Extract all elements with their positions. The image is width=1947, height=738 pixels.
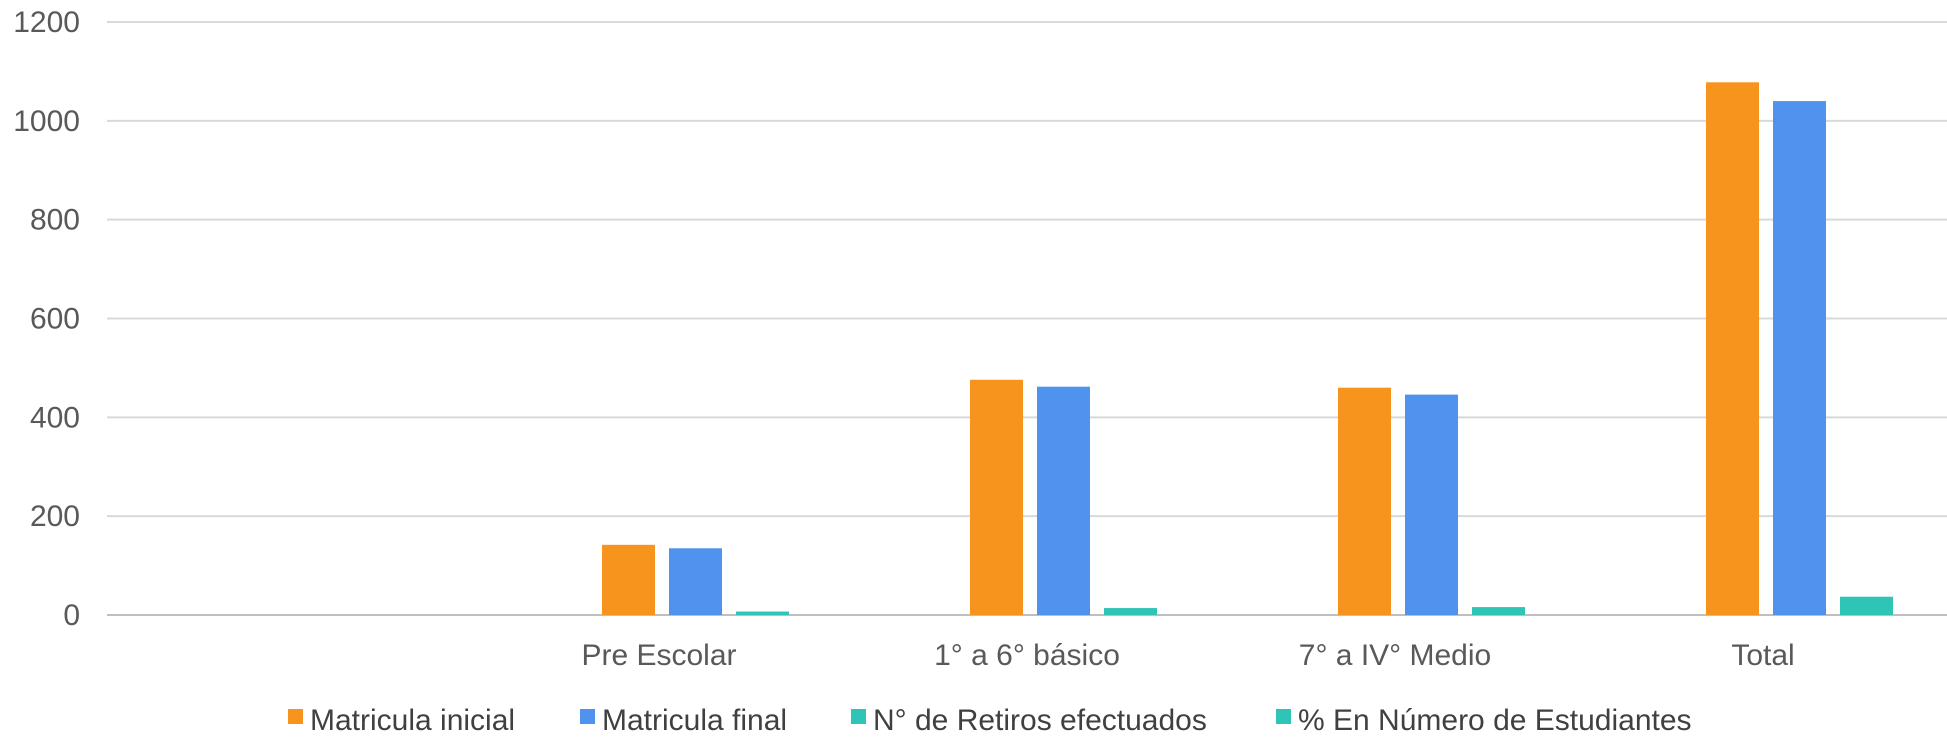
y-tick-label: 1200 xyxy=(13,6,80,39)
x-axis-category-labels: Pre Escolar 1° a 6° básico 7° a IV° Medio T… xyxy=(581,639,1794,672)
bar-n-de-retiros-efectuados xyxy=(736,611,789,615)
bar-matricula-inicial xyxy=(1706,82,1759,615)
y-tick-label: 400 xyxy=(30,401,80,434)
legend-swatch xyxy=(851,709,866,724)
bar-matricula-final xyxy=(1405,394,1458,615)
legend-label: Matricula final xyxy=(602,704,787,737)
bars xyxy=(602,82,1893,616)
bar-matricula-final xyxy=(669,548,722,615)
bar-n-de-retiros-efectuados xyxy=(1472,607,1525,615)
y-tick-label: 600 xyxy=(30,303,80,336)
bar-matricula-inicial xyxy=(970,379,1023,615)
bar-matricula-final xyxy=(1037,386,1090,615)
x-category-label: 7° a IV° Medio xyxy=(1299,639,1491,672)
y-tick-label: 200 xyxy=(30,500,80,533)
legend-label: % En Número de Estudiantes xyxy=(1298,704,1692,737)
x-category-label: Total xyxy=(1731,639,1794,672)
gridlines xyxy=(107,21,1947,616)
bar-matricula-final xyxy=(1773,101,1826,616)
legend-label: N° de Retiros efectuados xyxy=(873,704,1207,737)
legend-label: Matricula inicial xyxy=(310,704,515,737)
legend-swatch xyxy=(288,709,303,724)
bar-n-de-retiros-efectuados xyxy=(1104,608,1157,615)
y-tick-label: 800 xyxy=(30,204,80,237)
y-axis-tick-labels: 0 200 400 600 800 1000 1200 xyxy=(13,6,80,632)
bar-matricula-inicial xyxy=(1338,387,1391,615)
legend-swatch xyxy=(580,709,595,724)
bar-n-de-retiros-efectuados xyxy=(1840,596,1893,615)
legend: Matricula inicial Matricula final N° de Re… xyxy=(288,704,1692,737)
bar-matricula-inicial xyxy=(602,544,655,615)
y-tick-label: 0 xyxy=(63,599,80,632)
legend-swatch xyxy=(1276,709,1291,724)
x-category-label: 1° a 6° básico xyxy=(934,639,1120,672)
y-tick-label: 1000 xyxy=(13,105,80,138)
x-category-label: Pre Escolar xyxy=(581,639,736,672)
